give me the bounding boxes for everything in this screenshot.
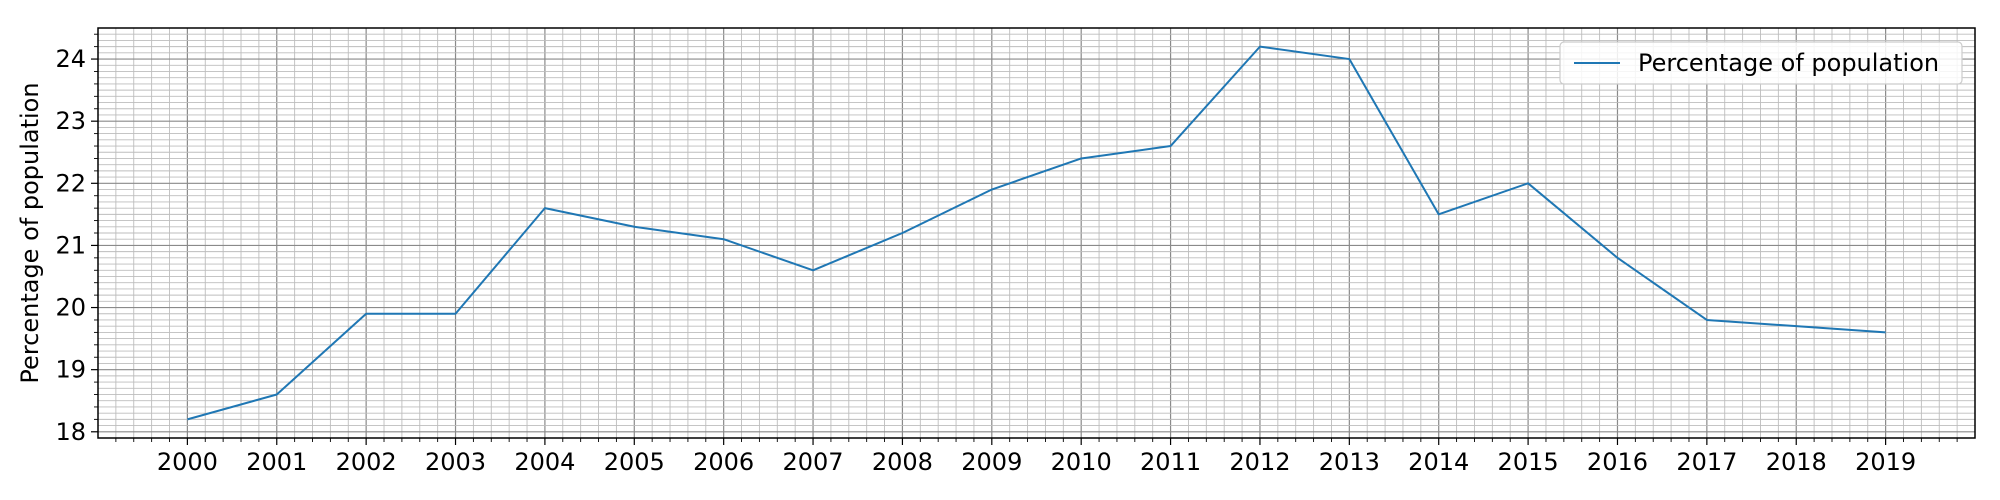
y-tick-label: 22 xyxy=(55,169,86,197)
y-tick-label: 21 xyxy=(55,231,86,259)
x-tick-label: 2009 xyxy=(961,448,1022,476)
x-tick-label: 2019 xyxy=(1855,448,1916,476)
y-tick-label: 23 xyxy=(55,107,86,135)
x-tick-label: 2005 xyxy=(604,448,665,476)
x-tick-label: 2001 xyxy=(246,448,307,476)
grid xyxy=(97,27,1976,439)
x-tick-label: 2011 xyxy=(1140,448,1201,476)
x-tick-label: 2014 xyxy=(1408,448,1469,476)
x-tick-label: 2010 xyxy=(1051,448,1112,476)
x-tick-label: 2017 xyxy=(1676,448,1737,476)
x-tick-label: 2016 xyxy=(1587,448,1648,476)
legend: Percentage of population xyxy=(1559,41,1963,85)
x-tick-label: 2007 xyxy=(783,448,844,476)
x-tick-label: 2000 xyxy=(157,448,218,476)
y-axis-title: Percentage of population xyxy=(16,82,44,383)
y-axis-label-group: Percentage of population xyxy=(16,82,44,383)
y-tick-label: 20 xyxy=(55,294,86,322)
x-tick-label: 2003 xyxy=(425,448,486,476)
x-tick-label: 2015 xyxy=(1498,448,1559,476)
x-tick-label: 2008 xyxy=(872,448,933,476)
ticks: 2000 2001 2002 2003 2004 2005 2006 2007 2008 2009… xyxy=(55,33,1958,476)
series-line xyxy=(187,45,1886,421)
series-layer xyxy=(187,45,1886,421)
x-tick-label: 2006 xyxy=(693,448,754,476)
y-tick-label: 19 xyxy=(55,356,86,384)
y-tick-label: 24 xyxy=(55,45,86,73)
x-tick-label: 2004 xyxy=(514,448,575,476)
y-tick-label: 18 xyxy=(55,418,86,446)
legend-label: Percentage of population xyxy=(1638,49,1939,77)
x-tick-label: 2018 xyxy=(1766,448,1827,476)
legend-box xyxy=(1559,41,1963,85)
x-tick-label: 2012 xyxy=(1229,448,1290,476)
x-tick-label: 2002 xyxy=(336,448,397,476)
x-tick-label: 2013 xyxy=(1319,448,1380,476)
